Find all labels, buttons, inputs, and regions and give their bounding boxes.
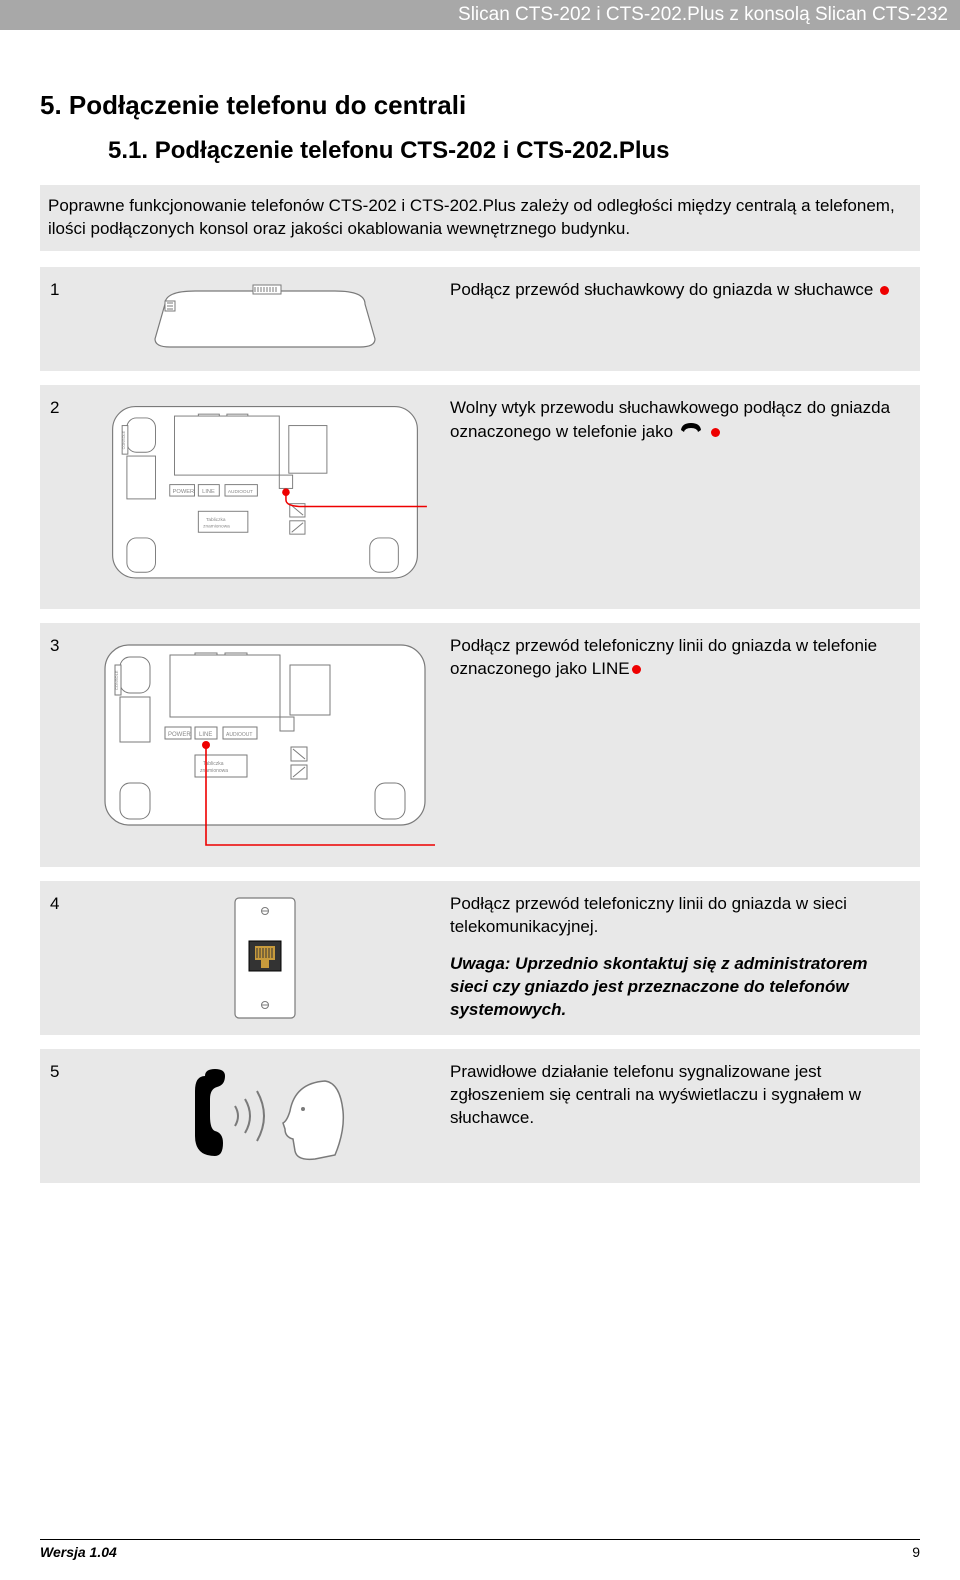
- step-row-4: 4 Podłącz przewód telefoniczny linii do …: [40, 881, 920, 1035]
- intro-paragraph: Poprawne funkcjonowanie telefonów CTS-20…: [40, 185, 920, 251]
- step-number: 2: [50, 397, 80, 420]
- step-text: Podłącz przewód telefoniczny linii do gn…: [450, 635, 910, 681]
- step-row-1: 1 Podłącz przewód słuchawkowy do gniazda…: [40, 267, 920, 371]
- heading-2: 5.1. Podłączenie telefonu CTS-202 i CTS-…: [108, 137, 920, 165]
- cable-dot-icon: [711, 428, 720, 437]
- step-diagram-base-handset-port: CONSOLE POWER LINE AUDIOOUT Tabliczkazna…: [80, 397, 450, 597]
- step-row-5: 5 Prawidłowe działanie telefonu sygnaliz…: [40, 1049, 920, 1183]
- step-text: Wolny wtyk przewodu słuchawkowego podłąc…: [450, 397, 910, 445]
- step-text: Podłącz przewód telefoniczny linii do gn…: [450, 893, 910, 1022]
- step-text: Podłącz przewód słuchawkowy do gniazda w…: [450, 279, 910, 302]
- svg-text:POWER: POWER: [168, 732, 191, 738]
- svg-text:CONSOLE: CONSOLE: [122, 430, 126, 449]
- footer-version: Wersja 1.04: [40, 1544, 117, 1560]
- svg-text:znamionowa: znamionowa: [203, 523, 230, 529]
- svg-text:CONSOLE: CONSOLE: [114, 670, 119, 690]
- svg-text:LINE: LINE: [199, 732, 212, 738]
- heading-1: 5. Podłączenie telefonu do centrali: [40, 90, 920, 121]
- svg-text:Tabliczka: Tabliczka: [206, 517, 226, 523]
- handset-icon: [678, 420, 704, 445]
- svg-text:znamionowa: znamionowa: [200, 768, 228, 774]
- step-diagram-handset-person: [80, 1061, 450, 1171]
- step-number: 5: [50, 1061, 80, 1084]
- step-note: Uwaga: Uprzednio skontaktuj się z admini…: [450, 953, 910, 1022]
- svg-text:LINE: LINE: [202, 489, 215, 495]
- svg-text:AUDIOOUT: AUDIOOUT: [228, 489, 253, 495]
- cable-dot-icon: [880, 286, 889, 295]
- svg-text:POWER: POWER: [173, 489, 195, 495]
- footer-page-number: 9: [912, 1544, 920, 1560]
- step-row-2: 2 CONSOLE POWER LINE AUDIOOUT Tabliczkaz…: [40, 385, 920, 609]
- step-number: 3: [50, 635, 80, 658]
- page-header: Slican CTS-202 i CTS-202.Plus z konsolą …: [0, 0, 960, 30]
- svg-text:AUDIOOUT: AUDIOOUT: [226, 732, 252, 738]
- step-number: 4: [50, 893, 80, 916]
- step-diagram-wall-socket: [80, 893, 450, 1023]
- step-diagram-handset: [80, 279, 450, 359]
- step-text: Prawidłowe działanie telefonu sygnalizow…: [450, 1061, 910, 1130]
- cable-dot-icon: [632, 665, 641, 674]
- step-number: 1: [50, 279, 80, 302]
- step-diagram-base-line-port: CONSOLE POWER LINE AUDIOOUT Tabliczkazna…: [80, 635, 450, 855]
- page-footer: Wersja 1.04 9: [40, 1539, 920, 1560]
- step-row-3: 3 CONSOLE POWER LINE AUDIOOUT Tabliczkaz…: [40, 623, 920, 867]
